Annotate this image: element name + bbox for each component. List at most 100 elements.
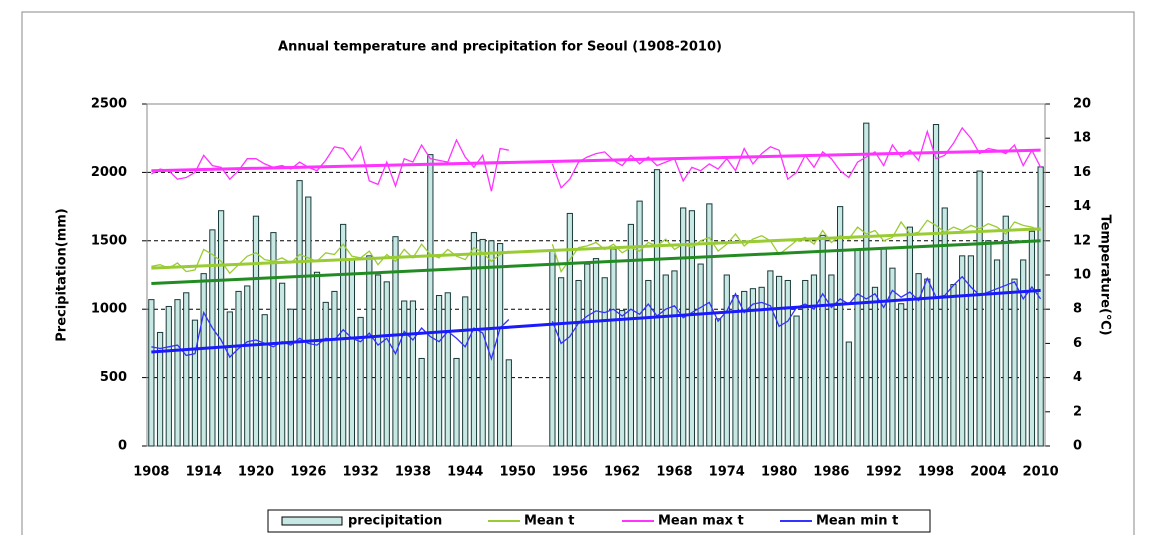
bar xyxy=(1028,230,1036,447)
bar xyxy=(619,310,626,447)
y2-tick-label: 18 xyxy=(1073,131,1091,146)
bar xyxy=(793,315,800,447)
x-tick-label: 1962 xyxy=(604,465,640,480)
bar xyxy=(401,300,408,447)
y2-tick-label: 16 xyxy=(1073,165,1091,180)
bar xyxy=(880,247,887,447)
bar xyxy=(383,281,390,447)
x-tick-label: 1944 xyxy=(447,465,483,480)
bar xyxy=(993,259,1001,447)
y2-tick-label: 12 xyxy=(1073,233,1091,248)
bar xyxy=(200,273,207,447)
bar xyxy=(374,274,382,447)
bar xyxy=(453,357,460,447)
bar xyxy=(1011,278,1018,447)
x-tick-label: 1956 xyxy=(552,465,588,480)
bar xyxy=(244,285,251,447)
bar xyxy=(331,290,338,447)
bar xyxy=(601,277,608,447)
legend-box xyxy=(267,509,931,533)
bar xyxy=(435,295,443,447)
legend-label: Mean min t xyxy=(816,514,898,529)
x-tick-label: 1920 xyxy=(238,465,274,480)
y2-tick-label: 2 xyxy=(1073,404,1082,419)
bar xyxy=(749,288,757,447)
y-tick-label: 500 xyxy=(100,370,127,385)
x-tick-label: 1950 xyxy=(499,465,535,480)
bar xyxy=(313,271,321,447)
trend-line xyxy=(151,239,1041,286)
bar xyxy=(932,124,940,447)
y2-tick-label: 14 xyxy=(1073,199,1091,214)
bar xyxy=(653,169,661,447)
legend-label: Mean max t xyxy=(658,514,744,529)
bar xyxy=(758,286,765,447)
x-tick-label: 1980 xyxy=(761,465,797,480)
bar xyxy=(898,303,905,447)
bar xyxy=(854,248,861,447)
bar xyxy=(741,290,748,447)
y-tick-label: 2000 xyxy=(91,165,127,180)
bar xyxy=(662,274,669,447)
bar xyxy=(156,331,164,447)
y-tick-label: 1000 xyxy=(91,302,127,317)
x-tick-label: 1908 xyxy=(133,465,169,480)
bar xyxy=(837,206,844,447)
y-tick-label: 1500 xyxy=(91,233,127,248)
y-tick-label: 0 xyxy=(118,439,127,454)
bar xyxy=(714,318,722,447)
legend-swatch xyxy=(281,516,343,526)
x-tick-label: 2010 xyxy=(1023,465,1059,480)
chart-title: Annual temperature and precipitation for… xyxy=(278,40,722,55)
bar xyxy=(889,267,896,447)
y2-tick-label: 0 xyxy=(1073,439,1082,454)
bar xyxy=(558,277,565,447)
bar xyxy=(226,311,233,447)
x-tick-label: 1992 xyxy=(866,465,902,480)
bar xyxy=(627,223,634,447)
bar xyxy=(819,234,826,447)
bar xyxy=(706,203,713,447)
bar xyxy=(959,255,966,447)
bar xyxy=(366,255,373,447)
bar xyxy=(287,308,294,447)
y2-axis-label: Temperature(℃) xyxy=(1098,214,1113,335)
bar xyxy=(305,196,312,447)
x-tick-label: 1914 xyxy=(186,465,222,480)
bar xyxy=(357,316,364,447)
bar xyxy=(976,170,983,447)
bar xyxy=(505,359,512,447)
trend-line xyxy=(151,227,1041,270)
bar xyxy=(409,300,417,447)
bar xyxy=(941,207,948,447)
bar xyxy=(845,341,852,447)
x-tick-label: 2004 xyxy=(970,465,1006,480)
bar xyxy=(688,210,696,447)
bar xyxy=(871,286,879,447)
y2-tick-label: 8 xyxy=(1073,302,1082,317)
bar xyxy=(348,258,355,447)
bar xyxy=(1002,215,1009,447)
bar xyxy=(924,278,931,447)
x-tick-label: 1968 xyxy=(656,465,692,480)
bar xyxy=(340,223,347,447)
x-tick-label: 1986 xyxy=(813,465,849,480)
bar xyxy=(775,275,783,447)
bar xyxy=(252,215,260,447)
bar xyxy=(270,232,277,447)
bar xyxy=(470,232,478,447)
bar xyxy=(767,270,774,447)
bar xyxy=(444,292,451,447)
bar xyxy=(496,243,504,447)
y2-tick-label: 20 xyxy=(1073,97,1091,112)
bar xyxy=(784,279,791,447)
bar xyxy=(279,282,286,447)
bar xyxy=(732,295,739,447)
bar xyxy=(575,279,582,447)
bar xyxy=(322,301,329,447)
bar xyxy=(636,200,643,447)
bar xyxy=(915,273,922,447)
bar xyxy=(165,305,172,447)
bar xyxy=(906,226,913,447)
